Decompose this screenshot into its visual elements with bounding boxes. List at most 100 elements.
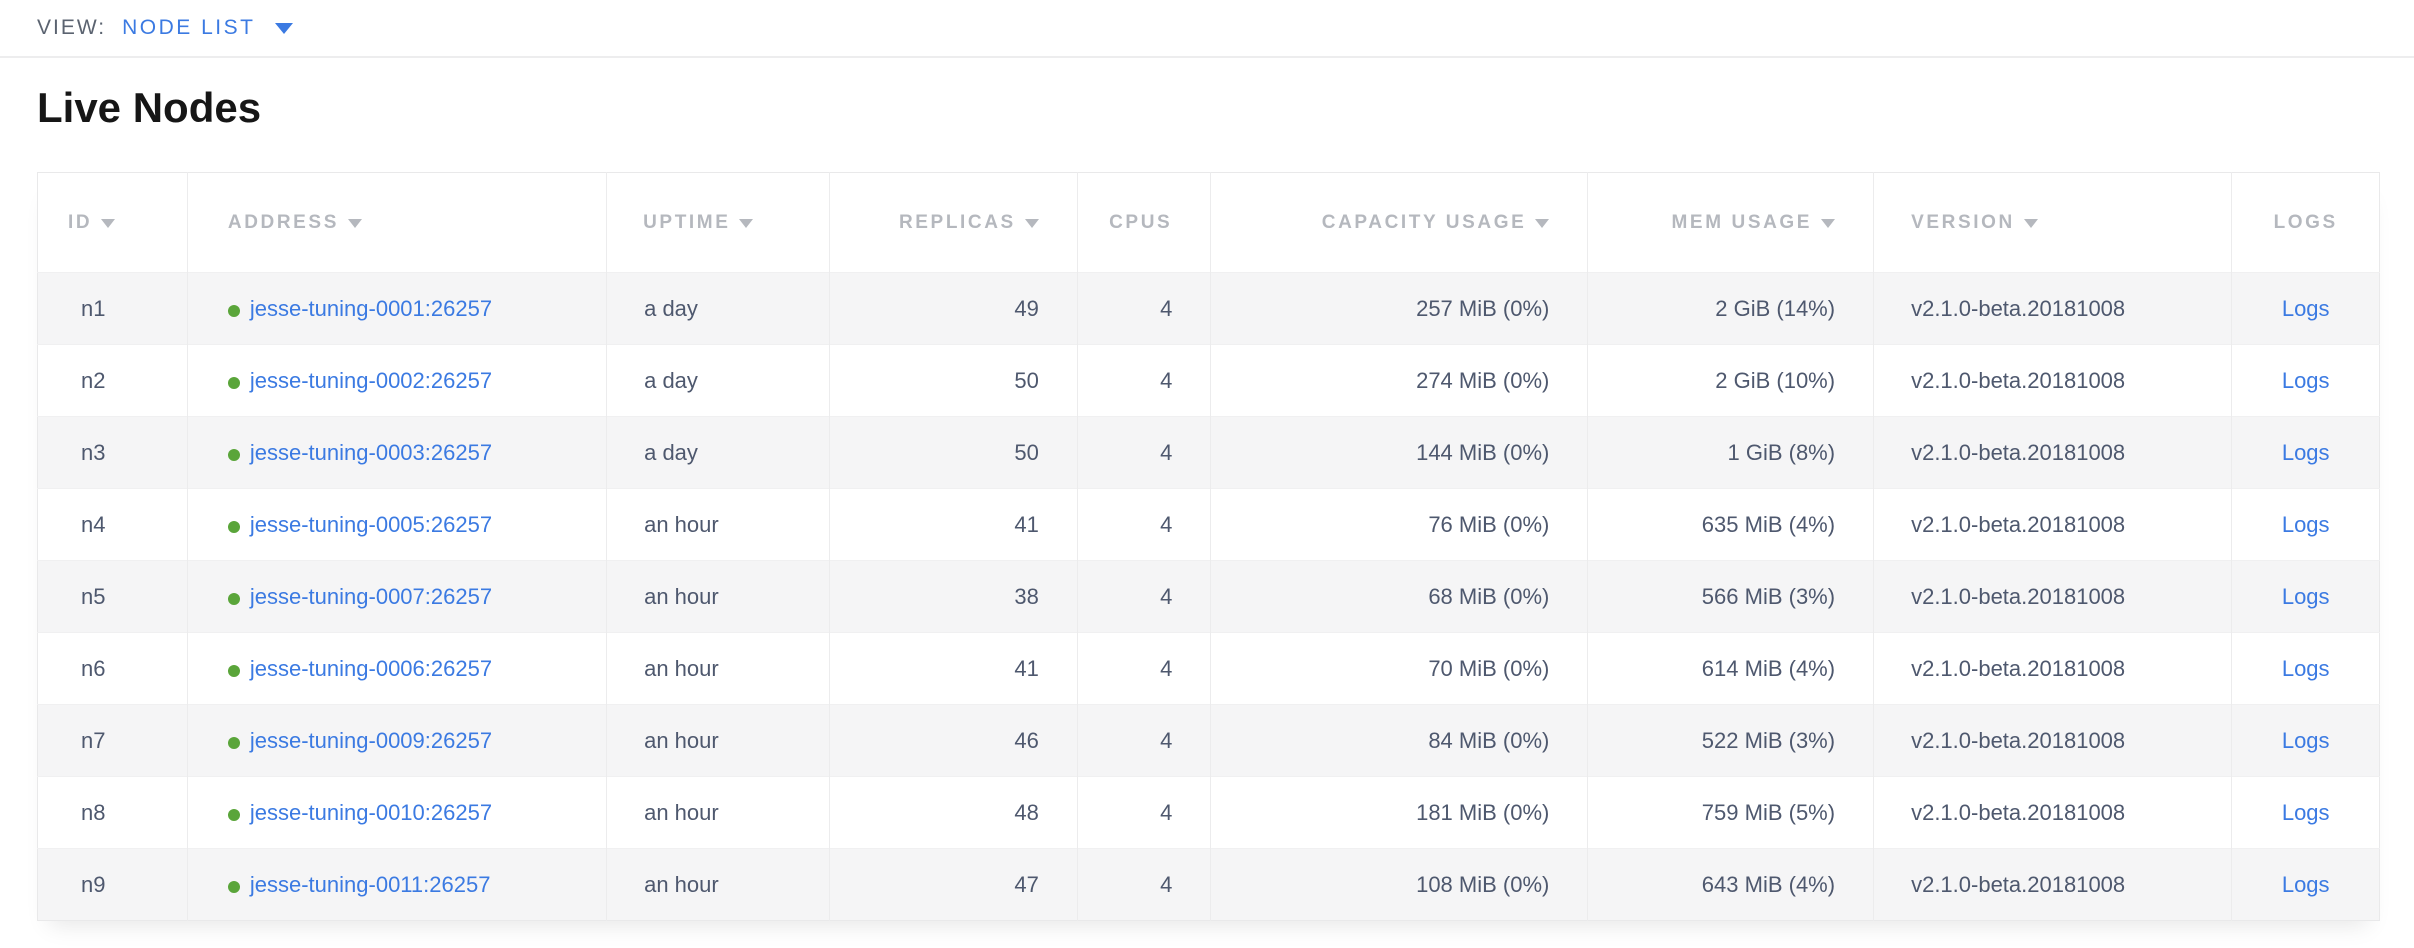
column-header-mem_usage[interactable]: MEM USAGE (1587, 172, 1874, 273)
column-header-cpus: CPUS (1076, 172, 1211, 273)
uptime-cell: an hour (606, 776, 830, 849)
table-row: n8 jesse-tuning-0010:26257 an hour 48 4 … (37, 776, 2380, 849)
version-cell: v2.1.0-beta.20181008 (1873, 848, 2232, 921)
uptime-cell: a day (606, 272, 830, 345)
logs-link[interactable]: Logs (2281, 583, 2330, 609)
replicas-cell: 41 (828, 632, 1078, 705)
node-address-cell: jesse-tuning-0003:26257 (186, 416, 607, 489)
column-header-address[interactable]: ADDRESS (186, 172, 607, 273)
view-selector-dropdown[interactable]: NODE LIST (122, 16, 294, 40)
replicas-cell: 50 (828, 344, 1078, 417)
node-id-cell: n3 (37, 416, 188, 489)
replicas-cell: 41 (828, 488, 1078, 561)
node-address-link[interactable]: jesse-tuning-0007:26257 (249, 583, 493, 609)
logs-cell: Logs (2231, 272, 2380, 345)
node-address-link[interactable]: jesse-tuning-0002:26257 (249, 367, 493, 393)
column-header-capacity_usage[interactable]: CAPACITY USAGE (1210, 172, 1588, 273)
sort-caret-down-icon (739, 218, 754, 228)
live-status-icon (227, 808, 240, 821)
capacity-usage-cell: 257 MiB (0%) (1210, 272, 1588, 345)
live-status-icon (227, 592, 240, 605)
cpus-cell: 4 (1076, 632, 1211, 705)
column-header-label: ADDRESS (227, 211, 339, 233)
version-cell: v2.1.0-beta.20181008 (1873, 344, 2232, 417)
capacity-usage-cell: 108 MiB (0%) (1210, 848, 1588, 921)
capacity-usage-cell: 84 MiB (0%) (1210, 704, 1588, 777)
uptime-cell: an hour (606, 560, 830, 633)
replicas-cell: 49 (828, 272, 1078, 345)
sort-caret-down-icon (1024, 218, 1039, 228)
column-header-logs: LOGS (2231, 172, 2380, 273)
view-bar: VIEW: NODE LIST (0, 0, 2414, 58)
uptime-cell: an hour (606, 488, 830, 561)
mem-usage-cell: 566 MiB (3%) (1587, 560, 1874, 633)
version-cell: v2.1.0-beta.20181008 (1873, 416, 2232, 489)
node-address-cell: jesse-tuning-0002:26257 (186, 344, 607, 417)
nodes-table-body: n1 jesse-tuning-0001:26257 a day 49 4 25… (37, 272, 2380, 921)
logs-link[interactable]: Logs (2281, 799, 2330, 825)
logs-link[interactable]: Logs (2281, 295, 2330, 321)
cpus-cell: 4 (1076, 272, 1211, 345)
mem-usage-cell: 2 GiB (14%) (1587, 272, 1874, 345)
column-header-label: LOGS (2273, 211, 2338, 233)
replicas-cell: 50 (828, 416, 1078, 489)
sort-caret-down-icon (1821, 218, 1836, 228)
logs-cell: Logs (2231, 344, 2380, 417)
capacity-usage-cell: 144 MiB (0%) (1210, 416, 1588, 489)
logs-link[interactable]: Logs (2281, 871, 2330, 897)
version-cell: v2.1.0-beta.20181008 (1873, 632, 2232, 705)
sort-caret-down-icon (1535, 218, 1550, 228)
version-cell: v2.1.0-beta.20181008 (1873, 488, 2232, 561)
cpus-cell: 4 (1076, 344, 1211, 417)
column-header-id[interactable]: ID (37, 172, 188, 273)
node-address-link[interactable]: jesse-tuning-0001:26257 (249, 295, 493, 321)
uptime-cell: a day (606, 416, 830, 489)
logs-link[interactable]: Logs (2281, 655, 2330, 681)
node-address-link[interactable]: jesse-tuning-0003:26257 (249, 439, 493, 465)
mem-usage-cell: 522 MiB (3%) (1587, 704, 1874, 777)
sort-caret-down-icon (347, 218, 362, 228)
column-header-uptime[interactable]: UPTIME (606, 172, 830, 273)
uptime-cell: an hour (606, 704, 830, 777)
capacity-usage-cell: 76 MiB (0%) (1210, 488, 1588, 561)
logs-link[interactable]: Logs (2281, 727, 2330, 753)
table-row: n5 jesse-tuning-0007:26257 an hour 38 4 … (37, 560, 2380, 633)
mem-usage-cell: 643 MiB (4%) (1587, 848, 1874, 921)
node-address-cell: jesse-tuning-0011:26257 (186, 848, 607, 921)
logs-link[interactable]: Logs (2281, 511, 2330, 537)
logs-link[interactable]: Logs (2281, 439, 2330, 465)
logs-cell: Logs (2231, 488, 2380, 561)
logs-link[interactable]: Logs (2281, 367, 2330, 393)
replicas-cell: 46 (828, 704, 1078, 777)
uptime-cell: an hour (606, 632, 830, 705)
view-label: VIEW: (37, 16, 107, 39)
capacity-usage-cell: 68 MiB (0%) (1210, 560, 1588, 633)
cpus-cell: 4 (1076, 488, 1211, 561)
uptime-cell: a day (606, 344, 830, 417)
version-cell: v2.1.0-beta.20181008 (1873, 704, 2232, 777)
column-header-label: ID (68, 211, 93, 233)
logs-cell: Logs (2231, 632, 2380, 705)
node-id-cell: n8 (37, 776, 188, 849)
node-id-cell: n9 (37, 848, 188, 921)
table-row: n6 jesse-tuning-0006:26257 an hour 41 4 … (37, 632, 2380, 705)
live-nodes-table: ID ADDRESS UPTIME REPLICAS CPUS CAPACITY… (37, 172, 2380, 921)
node-address-link[interactable]: jesse-tuning-0009:26257 (249, 727, 493, 753)
live-status-icon (227, 448, 240, 461)
cpus-cell: 4 (1076, 560, 1211, 633)
node-address-link[interactable]: jesse-tuning-0010:26257 (249, 799, 493, 825)
table-row: n9 jesse-tuning-0011:26257 an hour 47 4 … (37, 848, 2380, 921)
mem-usage-cell: 614 MiB (4%) (1587, 632, 1874, 705)
node-address-link[interactable]: jesse-tuning-0005:26257 (249, 511, 493, 537)
column-header-replicas[interactable]: REPLICAS (828, 172, 1078, 273)
table-row: n2 jesse-tuning-0002:26257 a day 50 4 27… (37, 344, 2380, 417)
live-status-icon (227, 664, 240, 677)
column-header-label: CPUS (1109, 211, 1173, 233)
logs-cell: Logs (2231, 416, 2380, 489)
column-header-version[interactable]: VERSION (1873, 172, 2232, 273)
column-header-label: UPTIME (643, 211, 731, 233)
mem-usage-cell: 635 MiB (4%) (1587, 488, 1874, 561)
node-address-link[interactable]: jesse-tuning-0011:26257 (249, 871, 491, 897)
node-address-link[interactable]: jesse-tuning-0006:26257 (249, 655, 493, 681)
cpus-cell: 4 (1076, 704, 1211, 777)
